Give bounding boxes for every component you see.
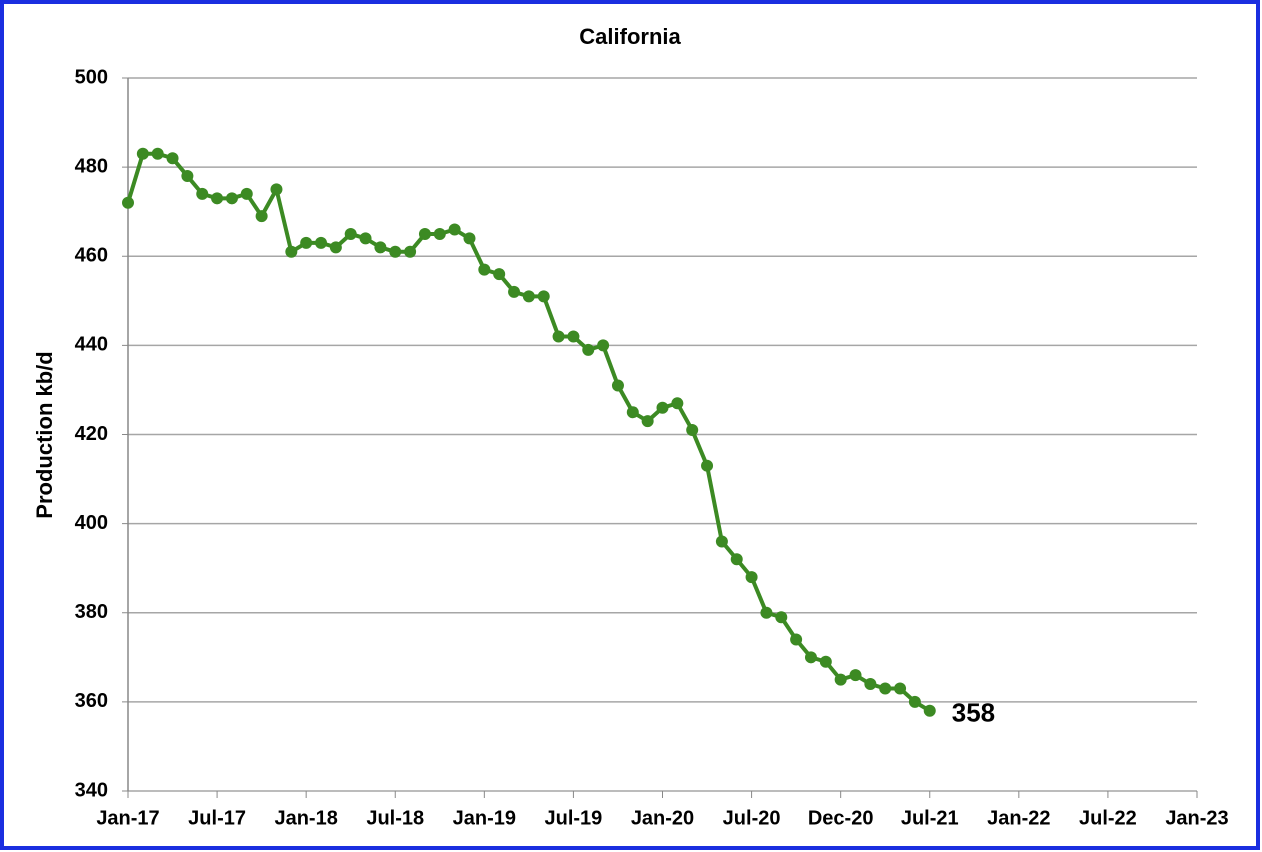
- data-point: [656, 401, 669, 414]
- data-point: [641, 415, 654, 428]
- data-point: [894, 682, 907, 695]
- data-point: [418, 227, 431, 240]
- chart-title: California: [579, 24, 681, 49]
- data-point: [908, 695, 921, 708]
- y-tick-label: 420: [75, 423, 108, 445]
- data-point: [760, 606, 773, 619]
- value-label: 358: [952, 698, 995, 728]
- x-tick-label: Jul-18: [366, 807, 424, 829]
- data-point: [834, 673, 847, 686]
- data-point: [537, 290, 550, 303]
- data-point: [136, 147, 149, 160]
- data-point: [582, 343, 595, 356]
- data-point: [329, 241, 342, 254]
- data-point: [389, 245, 402, 258]
- x-tick-label: Jan-18: [274, 807, 337, 829]
- x-tick-label: Jul-20: [723, 807, 781, 829]
- data-point: [923, 704, 936, 717]
- data-point: [715, 535, 728, 548]
- data-point: [745, 571, 758, 584]
- data-point: [775, 611, 788, 624]
- x-tick-label: Jan-22: [987, 807, 1050, 829]
- data-point: [211, 192, 224, 205]
- x-tick-label: Jan-17: [96, 807, 159, 829]
- data-point: [300, 236, 313, 249]
- data-point: [478, 263, 491, 276]
- data-point: [819, 655, 832, 668]
- data-point: [433, 227, 446, 240]
- x-tick-label: Jul-21: [901, 807, 959, 829]
- data-point: [315, 236, 328, 249]
- data-point: [404, 245, 417, 258]
- data-point: [359, 232, 372, 245]
- data-point: [552, 330, 565, 343]
- data-point: [730, 553, 743, 566]
- data-point: [196, 187, 209, 200]
- data-point: [804, 651, 817, 664]
- data-point: [122, 196, 134, 209]
- x-tick-label: Jul-19: [545, 807, 603, 829]
- y-tick-label: 480: [75, 155, 108, 177]
- x-tick-label: Jan-23: [1165, 807, 1228, 829]
- data-point: [181, 170, 194, 183]
- y-tick-label: 440: [75, 334, 108, 356]
- data-point: [374, 241, 387, 254]
- x-tick-label: Jul-17: [188, 807, 246, 829]
- x-tick-label: Jan-19: [453, 807, 516, 829]
- data-point: [879, 682, 892, 695]
- y-axis-label: Production kb/d: [32, 351, 57, 518]
- data-point: [626, 406, 639, 419]
- y-tick-label: 380: [75, 601, 108, 623]
- data-point: [790, 633, 803, 646]
- data-point: [240, 187, 253, 200]
- x-tick-label: Jan-20: [631, 807, 694, 829]
- data-point: [849, 669, 862, 682]
- data-point: [166, 152, 179, 165]
- y-tick-label: 360: [75, 690, 108, 712]
- data-point: [597, 339, 610, 352]
- data-point: [463, 232, 476, 245]
- data-point: [686, 424, 699, 437]
- data-point: [270, 183, 283, 196]
- x-tick-label: Dec-20: [808, 807, 874, 829]
- y-tick-label: 400: [75, 512, 108, 534]
- data-point: [285, 245, 298, 258]
- data-point: [344, 227, 357, 240]
- y-tick-label: 500: [75, 66, 108, 88]
- y-tick-label: 340: [75, 779, 108, 801]
- data-point: [448, 223, 461, 236]
- data-point: [567, 330, 580, 343]
- data-point: [493, 268, 506, 281]
- data-point: [701, 459, 714, 472]
- data-point: [255, 210, 268, 223]
- data-point: [671, 397, 684, 410]
- data-point: [864, 678, 877, 691]
- data-point: [611, 379, 624, 392]
- data-point: [508, 285, 521, 298]
- data-point: [151, 147, 164, 160]
- data-point: [225, 192, 238, 205]
- x-tick-label: Jul-22: [1079, 807, 1137, 829]
- data-point: [522, 290, 535, 303]
- y-tick-label: 460: [75, 245, 108, 267]
